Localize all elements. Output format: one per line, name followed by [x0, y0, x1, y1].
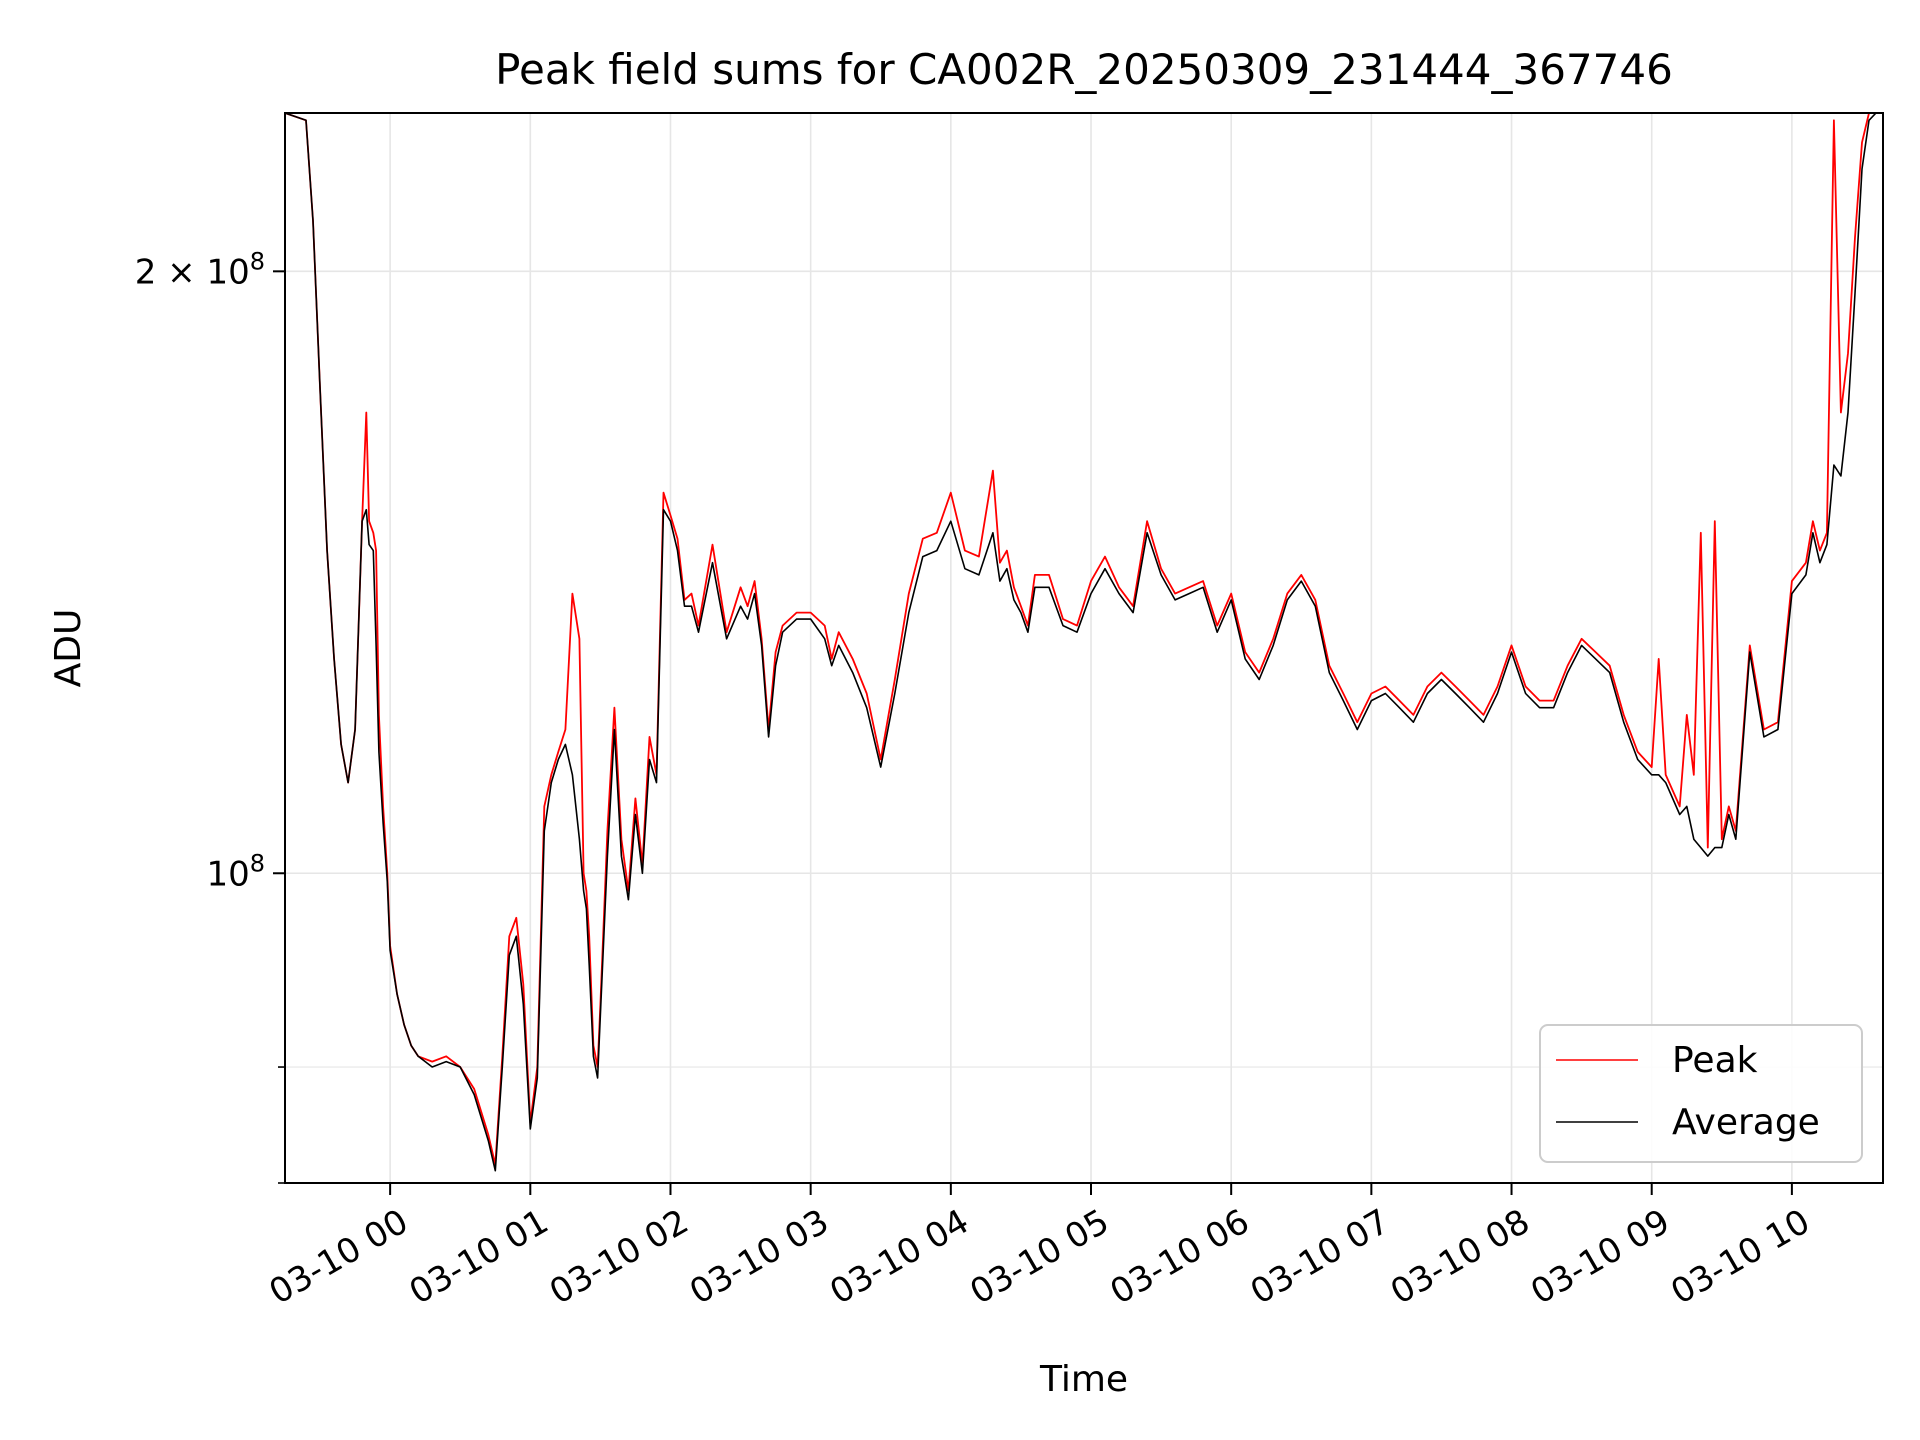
x-tick-label: 03-10 07 — [1244, 1202, 1396, 1313]
legend-label-average: Average — [1672, 1102, 1820, 1143]
legend-label-peak: Peak — [1672, 1040, 1758, 1081]
y-tick-base: 10 — [206, 252, 249, 292]
x-axis-label: Time — [1039, 1359, 1128, 1400]
y-tick-label: 108 — [206, 849, 265, 894]
plot-frame — [284, 112, 1884, 1184]
x-tick-label: 03-10 02 — [543, 1202, 695, 1313]
x-tick-label: 03-10 04 — [823, 1202, 975, 1313]
chart-title: Peak field sums for CA002R_20250309_2314… — [495, 45, 1673, 94]
y-tick-label: 2 × 108 — [135, 247, 265, 292]
y-tick-mantissa: 2 × — [135, 252, 207, 292]
x-tick-label: 03-10 09 — [1524, 1202, 1676, 1313]
series-line-peak — [285, 113, 1883, 1166]
x-tick-label: 03-10 10 — [1664, 1202, 1816, 1313]
y-tick-base: 10 — [206, 854, 249, 894]
y-tick-exponent: 8 — [250, 849, 265, 877]
x-tick-label: 03-10 06 — [1104, 1202, 1256, 1313]
x-tick-label: 03-10 00 — [263, 1202, 415, 1313]
y-axis-label: ADU — [48, 609, 89, 688]
x-tick-label: 03-10 08 — [1384, 1202, 1536, 1313]
x-tick-label: 03-10 05 — [964, 1202, 1116, 1313]
series-line-average — [285, 113, 1883, 1172]
series-lines — [285, 113, 1883, 1172]
x-tick-label: 03-10 01 — [403, 1202, 555, 1313]
x-tick-label: 03-10 03 — [683, 1202, 835, 1313]
y-tick-exponent: 8 — [250, 247, 265, 275]
legend: Peak Average — [1539, 1024, 1863, 1163]
